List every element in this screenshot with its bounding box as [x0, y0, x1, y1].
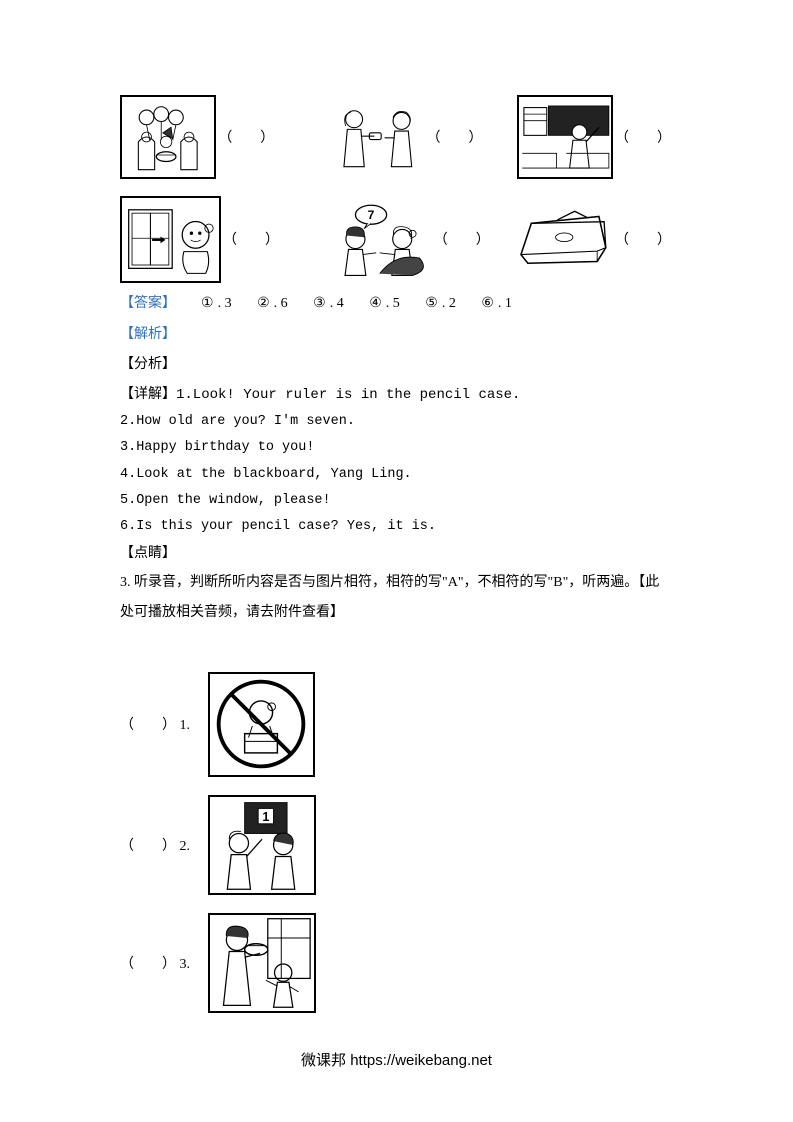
q2-blank-5: （ ） [434, 229, 490, 249]
q2-blank-1: （ ） [218, 127, 274, 147]
answer-item-5: ⑤. 2 [425, 296, 456, 311]
analysis-label: 【解析】 [120, 322, 673, 349]
q3-image-3 [208, 913, 316, 1013]
detail-label: 【详解】 [120, 387, 176, 402]
detail-3: 3.Happy birthday to you! [120, 435, 673, 461]
answer-item-3: ③. 4 [313, 296, 344, 311]
q2-image-2 [327, 96, 424, 178]
q2-blank-6: （ ） [615, 229, 671, 249]
detail-2: 2.How old are you? I'm seven. [120, 409, 673, 435]
q2-image-5: 7 [326, 195, 432, 283]
q3-row-2: （ ） 2. 1 [120, 795, 673, 895]
svg-text:1: 1 [262, 810, 269, 824]
q3-blank-1: （ ） 1. [120, 714, 208, 734]
detail-1: 1.Look! Your ruler is in the pencil case… [176, 387, 520, 403]
q3-blank-2: （ ） 2. [120, 835, 208, 855]
fenxi-label: 【分析】 [120, 352, 673, 379]
answer-item-4: ④. 5 [369, 296, 400, 311]
detail-block: 【详解】1.Look! Your ruler is in the pencil … [120, 381, 673, 409]
q2-image-6 [514, 201, 613, 277]
q3-row-3: （ ） 3. [120, 913, 673, 1013]
q2-blank-4: （ ） [223, 229, 279, 249]
q3-image-1 [208, 672, 315, 777]
svg-text:7: 7 [368, 208, 375, 222]
answer-label: 【答案】 [120, 296, 176, 311]
q3-prefix: 3. [120, 575, 134, 590]
detail-4: 4.Look at the blackboard, Yang Ling. [120, 462, 673, 488]
question3-text: 3. 听录音，判断所听内容是否与图片相符，相符的写"A"，不相符的写"B"，听两… [120, 569, 673, 596]
q2-image-3 [517, 95, 613, 179]
detail-5: 5.Open the window, please! [120, 488, 673, 514]
page-footer: 微课邦 https://weikebang.net [0, 1049, 793, 1070]
q2-blank-2: （ ） [427, 127, 483, 147]
answer-item-6: ⑥. 1 [481, 296, 512, 311]
detail-6: 6.Is this your pencil case? Yes, it is. [120, 514, 673, 540]
dianjing-label: 【点睛】 [120, 541, 673, 568]
q3-line2: 处可播放相关音频，请去附件查看】 [120, 599, 673, 626]
question2-image-row-2: （ ） 7 （ ） （ ） [120, 195, 673, 283]
q3-line1: 听录音，判断所听内容是否与图片相符，相符的写"A"，不相符的写"B"，听两遍。【… [134, 575, 659, 590]
q2-image-1 [120, 95, 216, 179]
q3-blank-3: （ ） 3. [120, 953, 208, 973]
answer-item-1: ①. 3 [201, 296, 232, 311]
q3-row-1: （ ） 1. [120, 672, 673, 777]
q2-blank-3: （ ） [615, 127, 671, 147]
question2-image-row-1: （ ） （ ） （ ） [120, 95, 673, 179]
q2-image-4 [120, 196, 221, 283]
answer-item-2: ②. 6 [257, 296, 288, 311]
answer-line: 【答案】 ①. 3 ②. 6 ③. 4 ④. 5 ⑤. 2 ⑥. 1 [120, 291, 673, 318]
q3-image-2: 1 [208, 795, 316, 895]
